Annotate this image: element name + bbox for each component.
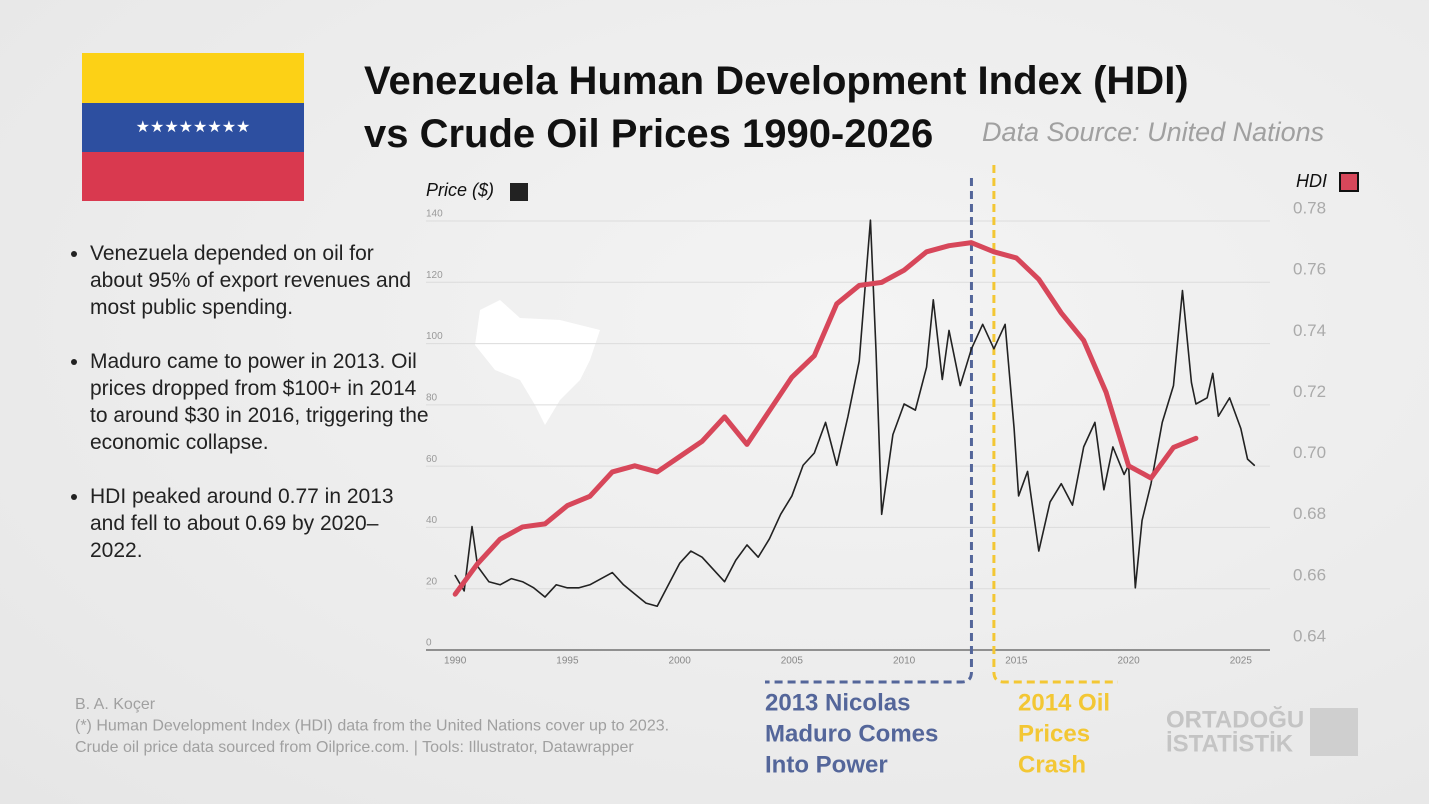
annotation-line (992, 165, 1118, 684)
x-tick-label: 1995 (556, 656, 579, 667)
legend-swatch (1339, 172, 1359, 192)
x-tick-label: 2010 (893, 656, 916, 667)
y2-tick-label: 0.72 (1293, 382, 1326, 401)
y-tick-label: 20 (426, 576, 438, 587)
annotation-text: 2013 Nicolas (765, 689, 910, 716)
annotation-text: Crash (1018, 751, 1086, 778)
x-tick-label: 2005 (781, 656, 804, 667)
logo-mark (1310, 708, 1358, 756)
bullet: HDI peaked around 0.77 in 2013 and fell … (90, 483, 430, 564)
bullet: Maduro came to power in 2013. Oil prices… (90, 348, 430, 456)
x-tick-label: 2000 (669, 656, 692, 667)
annotation-line (765, 178, 973, 684)
y2-tick-label: 0.74 (1293, 321, 1326, 340)
y-tick-label: 0 (426, 638, 432, 649)
x-tick-label: 2015 (1005, 656, 1028, 667)
y-tick-label: 140 (426, 209, 443, 220)
chart-title: vs Crude Oil Prices 1990-2026 (364, 112, 933, 156)
flag-stars: ★★★★★★★★ (136, 119, 251, 136)
chart-title: Venezuela Human Development Index (HDI) (364, 59, 1189, 103)
annotation-text: Into Power (765, 751, 888, 778)
x-tick-label: 2025 (1230, 656, 1253, 667)
series-line (454, 219, 1256, 608)
x-tick-label: 2020 (1117, 656, 1140, 667)
y2-tick-label: 0.78 (1293, 198, 1326, 217)
annotation-text: Maduro Comes (765, 720, 938, 747)
legend-label: Price ($) (426, 180, 494, 200)
y-tick-label: 40 (426, 515, 438, 526)
bullet-list: Venezuela depended on oil for about 95% … (62, 240, 430, 591)
y-tick-label: 80 (426, 392, 438, 403)
flag-red (82, 152, 304, 201)
footer-note: Crude oil price data sourced from Oilpri… (75, 739, 634, 756)
flag-blue (82, 103, 304, 152)
footer-note: (*) Human Development Index (HDI) data f… (75, 718, 669, 735)
legend-swatch (510, 183, 528, 201)
footer-note: B. A. Koçer (75, 696, 156, 713)
y2-tick-label: 0.66 (1293, 565, 1326, 584)
annotation-text: Prices (1018, 720, 1090, 747)
legend-label: HDI (1296, 171, 1327, 191)
y2-tick-label: 0.64 (1293, 626, 1326, 645)
y-tick-label: 100 (426, 331, 443, 342)
flag-yellow (82, 53, 304, 103)
annotation-text: 2014 Oil (1018, 689, 1110, 716)
series-line (452, 240, 1199, 597)
subtitle: Data Source: United Nations (982, 117, 1324, 147)
y2-tick-label: 0.68 (1293, 504, 1326, 523)
bullet: Venezuela depended on oil for about 95% … (90, 240, 430, 321)
x-tick-label: 1990 (444, 656, 467, 667)
y2-tick-label: 0.76 (1293, 260, 1326, 279)
country-map (475, 300, 600, 425)
y-tick-label: 120 (426, 270, 443, 281)
y2-tick-label: 0.70 (1293, 443, 1326, 462)
logo: İSTATİSTİK (1166, 730, 1294, 757)
logo: ORTADOĞU (1166, 705, 1304, 733)
y-tick-label: 60 (426, 454, 438, 465)
